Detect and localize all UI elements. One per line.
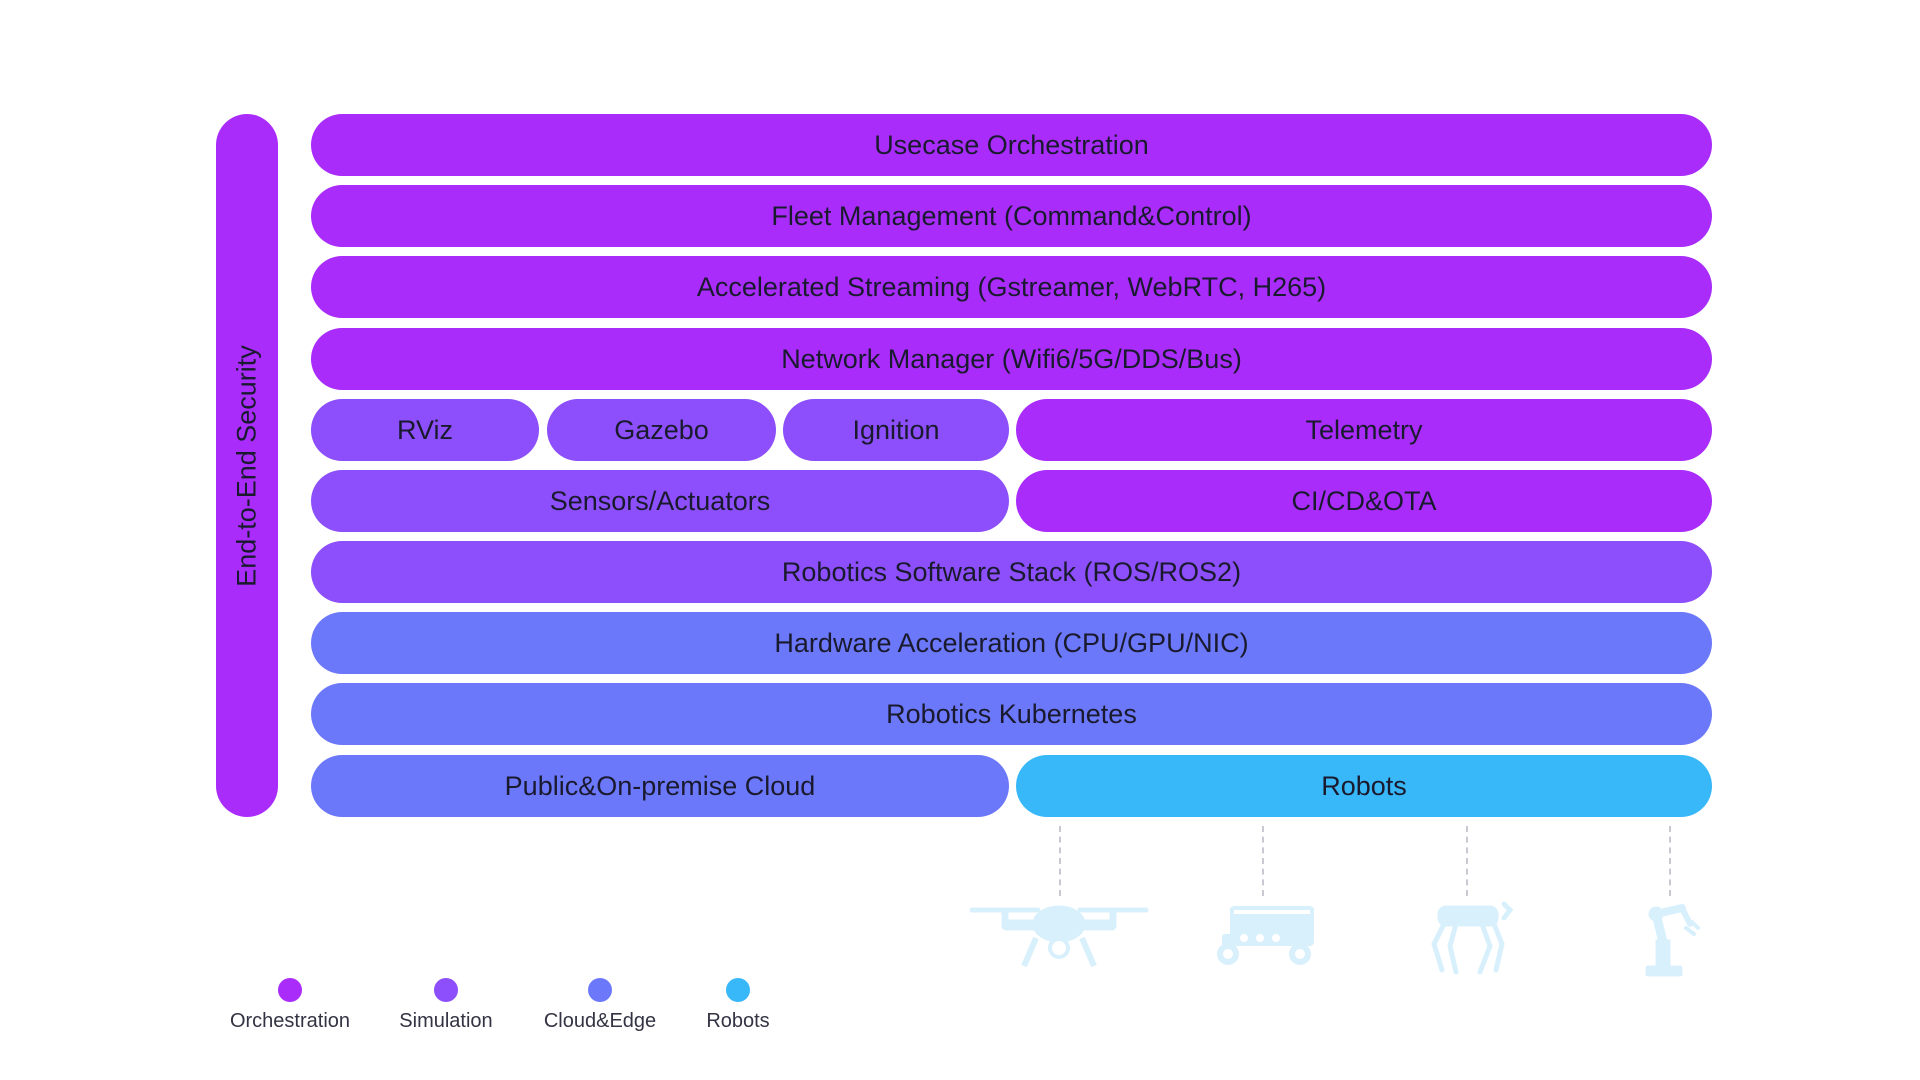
- legend-item-orchestration: Orchestration: [216, 978, 364, 1033]
- legend-label: Simulation: [399, 1010, 493, 1032]
- layer-fleet-management: Fleet Management (Command&Control): [311, 185, 1712, 247]
- legend-item-robots: Robots: [690, 978, 786, 1033]
- legend-dot-robots: [726, 978, 750, 1002]
- legend-item-cloud-edge: Cloud&Edge: [533, 978, 667, 1033]
- layer-accelerated-streaming: Accelerated Streaming (Gstreamer, WebRTC…: [311, 256, 1712, 318]
- layer-rviz: RViz: [311, 399, 539, 461]
- layer-ci-cd-ota: CI/CD&OTA: [1016, 470, 1712, 532]
- connector-line: [1262, 826, 1264, 896]
- rover-icon: [1217, 906, 1314, 965]
- quadruped-robot-icon: [1431, 901, 1514, 975]
- layer-robotics-kubernetes: Robotics Kubernetes: [311, 683, 1712, 745]
- layer-hardware-acceleration: Hardware Acceleration (CPU/GPU/NIC): [311, 612, 1712, 674]
- legend-dot-orchestration: [278, 978, 302, 1002]
- legend-dot-simulation: [434, 978, 458, 1002]
- layer-ignition: Ignition: [783, 399, 1009, 461]
- drone-icon: [969, 905, 1149, 968]
- legend-label: Cloud&Edge: [543, 1010, 657, 1032]
- robotic-arm-icon: [1645, 904, 1700, 977]
- connector-line: [1466, 826, 1468, 896]
- layer-robotics-software-stack: Robotics Software Stack (ROS/ROS2): [311, 541, 1712, 603]
- legend-dot-cloud-edge: [588, 978, 612, 1002]
- legend-label: Robots: [706, 1010, 770, 1032]
- end-to-end-security-bar: End-to-End Security: [216, 114, 278, 817]
- layer-public-onpremise-cloud: Public&On-premise Cloud: [311, 755, 1009, 817]
- legend-label: Orchestration: [229, 1010, 351, 1032]
- connector-line: [1669, 826, 1671, 896]
- layer-gazebo: Gazebo: [547, 399, 776, 461]
- layer-telemetry: Telemetry: [1016, 399, 1712, 461]
- layer-robots: Robots: [1016, 755, 1712, 817]
- layer-sensors-actuators: Sensors/Actuators: [311, 470, 1009, 532]
- connector-line: [1059, 826, 1061, 896]
- security-label: End-to-End Security: [231, 344, 262, 587]
- layer-usecase-orchestration: Usecase Orchestration: [311, 114, 1712, 176]
- layer-network-manager: Network Manager (Wifi6/5G/DDS/Bus): [311, 328, 1712, 390]
- legend-item-simulation: Simulation: [386, 978, 506, 1033]
